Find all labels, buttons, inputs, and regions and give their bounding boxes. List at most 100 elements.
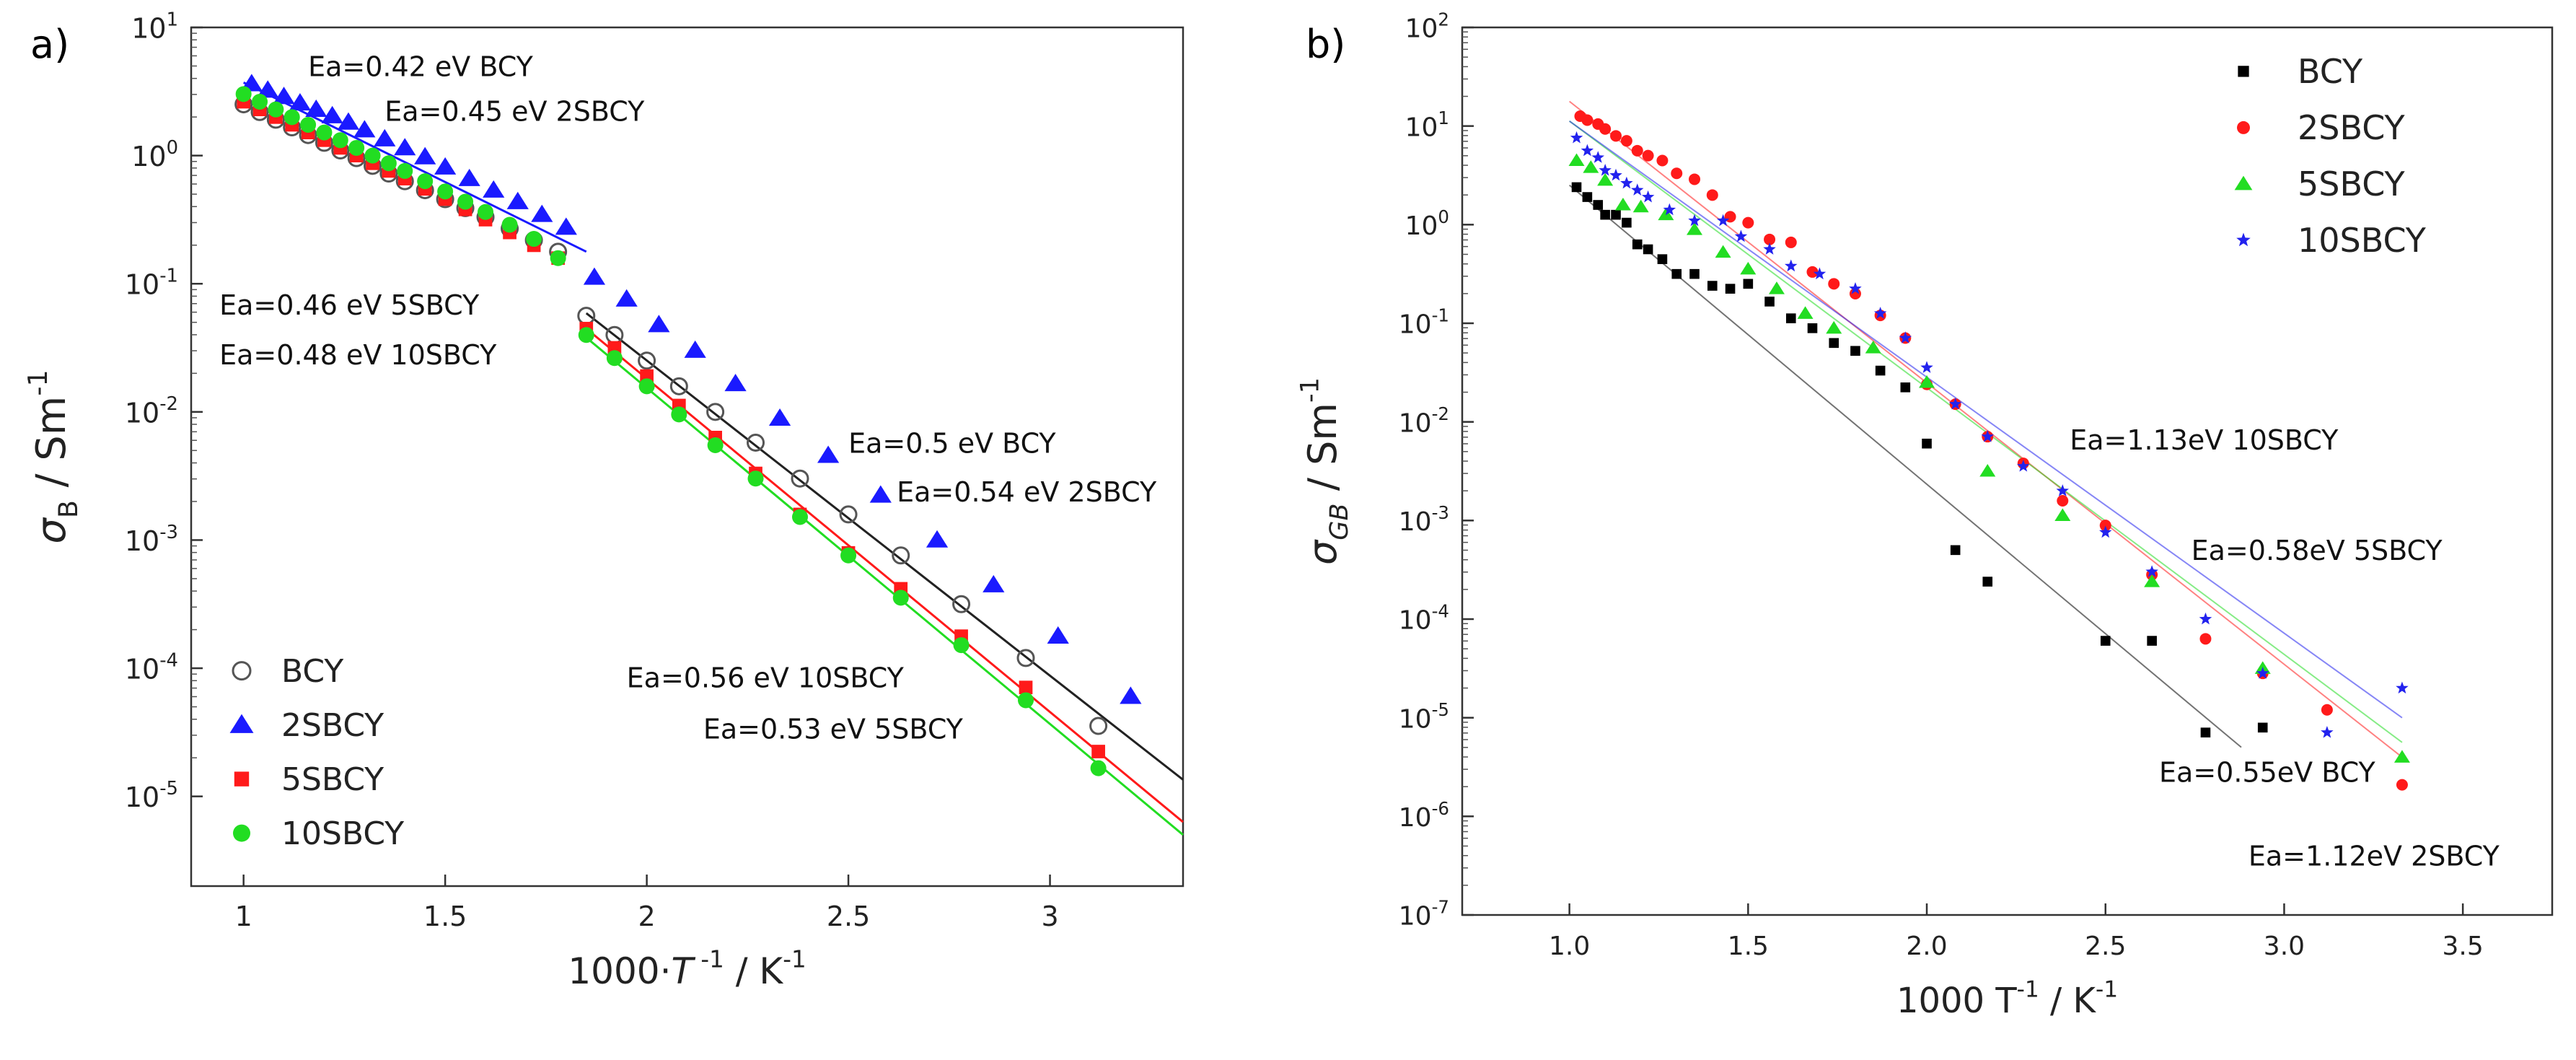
legend-marker xyxy=(2234,175,2253,190)
y-tick-label: 101 xyxy=(131,9,178,44)
y-tick-label: 102 xyxy=(1405,9,1449,43)
data-point xyxy=(952,595,971,613)
data-point xyxy=(550,250,566,266)
data-point xyxy=(1706,189,1718,201)
legend-label: 5SBCY xyxy=(281,761,384,798)
legend-marker xyxy=(2236,232,2251,247)
data-point xyxy=(1850,346,1860,356)
y-axis-label-unit: / Sm xyxy=(1300,403,1345,503)
data-point xyxy=(791,469,809,488)
series-2sbcy xyxy=(240,74,1142,704)
data-point xyxy=(638,351,656,370)
data-point xyxy=(2321,704,2333,716)
data-point xyxy=(1591,151,1604,163)
data-point xyxy=(2200,727,2211,737)
data-point xyxy=(1610,130,1622,142)
data-point xyxy=(1582,192,1593,202)
y-tick-label: 10-3 xyxy=(125,522,178,557)
annotation-text: Ea=0.46 eV 5SBCY xyxy=(219,289,480,321)
data-point xyxy=(1614,198,1631,211)
y-axis-label-unit: / Sm xyxy=(28,396,75,501)
data-point xyxy=(1593,200,1604,210)
data-point xyxy=(1620,176,1633,189)
data-point xyxy=(526,231,542,248)
legend-marker xyxy=(2238,66,2249,77)
data-point xyxy=(707,437,724,454)
data-point xyxy=(1581,144,1594,157)
annotation-text: Ea=1.13eV 10SBCY xyxy=(2070,424,2339,456)
data-point xyxy=(1583,160,1599,173)
x-axis-label-var: T xyxy=(672,950,696,992)
data-point xyxy=(2396,681,2409,694)
data-point xyxy=(1826,320,1842,334)
fit-line-bcy xyxy=(1568,184,2242,748)
data-point xyxy=(1599,164,1612,176)
annotation-text: Ea=0.55eV BCY xyxy=(2159,757,2375,789)
data-point xyxy=(1813,267,1827,280)
data-point xyxy=(1089,717,1108,735)
x-axis-label-main: 1000 T xyxy=(1896,981,2017,1021)
data-point xyxy=(869,485,892,503)
legend-label: BCY xyxy=(281,653,343,690)
annotation-text: Ea=0.42 eV BCY xyxy=(308,51,534,82)
data-point xyxy=(817,445,840,463)
y-axis-label-sub: GB xyxy=(1324,503,1354,540)
data-point xyxy=(2147,636,2157,646)
y-axis-label: σGB / Sm-1 xyxy=(1296,377,1355,565)
series-5sbcy xyxy=(1568,153,2410,763)
data-point xyxy=(1734,229,1748,242)
y-tick-label: 10-7 xyxy=(1399,896,1449,931)
data-point xyxy=(506,191,529,209)
data-point xyxy=(348,139,365,156)
legend-label: 2SBCY xyxy=(281,707,384,744)
data-point xyxy=(1019,680,1033,695)
data-point xyxy=(2056,484,2069,496)
data-point xyxy=(2099,525,2112,538)
data-point xyxy=(417,173,434,190)
data-point xyxy=(724,374,747,392)
data-point xyxy=(332,132,348,149)
data-point xyxy=(337,112,360,130)
data-point xyxy=(1919,375,1935,388)
data-point xyxy=(1768,281,1785,294)
data-point xyxy=(380,155,397,172)
data-point xyxy=(747,433,765,452)
data-point xyxy=(1716,214,1730,227)
data-point xyxy=(953,637,970,654)
data-point xyxy=(1641,190,1655,203)
data-point xyxy=(374,128,396,146)
annotation-text: Ea=0.58eV 5SBCY xyxy=(2192,535,2443,566)
data-point xyxy=(1622,217,1632,228)
data-point xyxy=(478,203,494,220)
data-point xyxy=(1950,545,1961,556)
data-point xyxy=(669,377,688,395)
x-axis-label-main: 1000· xyxy=(568,950,671,992)
y-axis-label: σB / Sm-1 xyxy=(22,369,84,543)
y-tick-label: 10-1 xyxy=(125,266,178,301)
data-point xyxy=(1725,284,1736,294)
data-point xyxy=(1632,239,1643,250)
y-axis-label-main: σ xyxy=(1300,539,1345,565)
data-point xyxy=(1806,266,1819,278)
data-point xyxy=(706,403,725,421)
x-tick-label: 1.5 xyxy=(1728,932,1769,961)
data-point xyxy=(1785,259,1798,272)
data-point xyxy=(1764,233,1776,245)
x-tick-label: 3 xyxy=(1041,901,1058,932)
data-point xyxy=(1620,135,1632,147)
data-point xyxy=(1873,307,1887,319)
data-point xyxy=(458,168,480,186)
legend-marker xyxy=(233,824,250,842)
data-point xyxy=(501,216,518,233)
data-point xyxy=(1656,154,1669,167)
data-point xyxy=(1764,297,1775,307)
data-point xyxy=(414,146,436,165)
x-tick-label: 3.5 xyxy=(2443,932,2484,961)
data-point xyxy=(615,289,638,307)
annotation-text: Ea=0.53 eV 5SBCY xyxy=(703,714,964,745)
x-axis-label-sup: -1 xyxy=(2017,976,2039,1002)
data-point xyxy=(1865,341,1881,354)
x-axis-label-sup: -1 xyxy=(693,946,724,973)
data-point xyxy=(2393,750,2410,763)
y-tick-label: 10-5 xyxy=(1399,699,1449,734)
